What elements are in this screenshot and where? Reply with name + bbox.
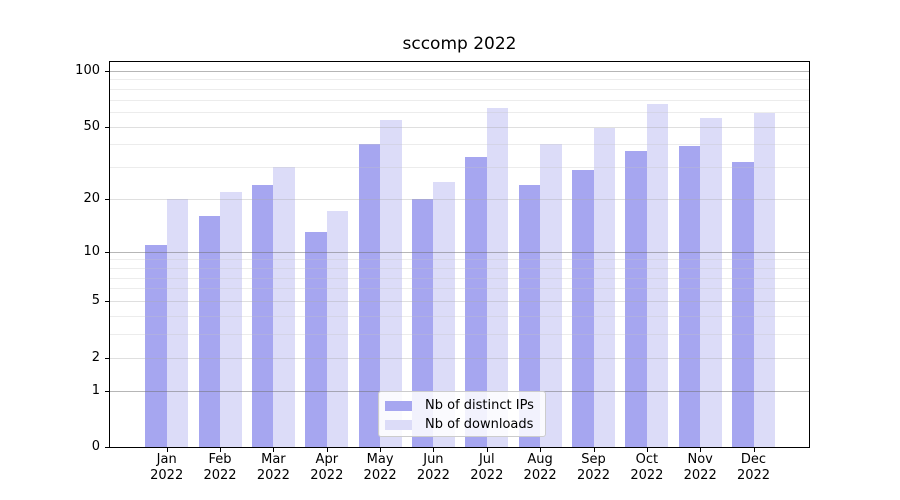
x-tick-mark-sep	[593, 448, 595, 452]
minor-gridline-4	[110, 315, 809, 317]
bar-jun-downloads	[433, 181, 455, 447]
legend-label-distinct-ips: Nb of distinct IPs	[425, 398, 534, 413]
y-tick-mark-20	[105, 198, 110, 200]
bar-apr-downloads	[326, 211, 349, 447]
x-tick-label-apr: Apr 2022	[310, 452, 344, 483]
y-tick-mark-100	[105, 70, 110, 72]
bar-oct-distinct-ips	[625, 150, 647, 447]
bar-apr-distinct-ips	[305, 231, 327, 447]
legend-label-downloads: Nb of downloads	[425, 417, 534, 432]
x-tick-mark-jun	[433, 448, 435, 452]
legend-swatch-distinct-ips	[385, 400, 412, 411]
bar-jan-downloads	[166, 198, 189, 447]
minor-gridline-60	[110, 112, 809, 113]
y-tick-mark-10	[105, 251, 110, 253]
y-tick-mark-0	[105, 447, 110, 448]
minor-gridline-6	[110, 288, 809, 290]
y-tick-label-10: 10	[83, 243, 100, 259]
bar-jun-distinct-ips	[411, 198, 434, 447]
bar-nov-downloads	[700, 117, 722, 447]
minor-gridline-80	[110, 88, 809, 90]
bar-mar-distinct-ips	[251, 184, 274, 447]
legend-row-downloads: Nb of downloads	[385, 415, 545, 434]
minor-gridline-30	[110, 167, 809, 169]
minor-gridline-3	[110, 334, 809, 335]
bar-dec-downloads	[753, 113, 776, 447]
bar-mar-downloads	[273, 167, 295, 447]
y-tick-label-5: 5	[91, 293, 100, 308]
x-tick-mark-apr	[326, 448, 328, 452]
minor-gridline-90	[110, 79, 809, 81]
chart-title: sccomp 2022	[402, 34, 517, 54]
legend-swatch-downloads	[385, 419, 412, 430]
y-tick-label-20: 20	[83, 190, 100, 206]
x-tick-label-feb: Feb 2022	[203, 452, 237, 483]
y-tick-label-0: 0	[91, 439, 100, 454]
bar-sep-distinct-ips	[572, 169, 594, 447]
minor-gridline-7	[110, 277, 809, 279]
y-tick-label-1: 1	[91, 382, 100, 398]
bar-nov-distinct-ips	[678, 146, 701, 447]
x-tick-label-jun: Jun 2022	[416, 452, 450, 483]
y-tick-mark-5	[105, 301, 110, 302]
bar-oct-downloads	[646, 104, 669, 447]
x-tick-mark-mar	[273, 448, 275, 452]
bar-jan-distinct-ips	[145, 244, 167, 447]
bar-sep-downloads	[593, 128, 615, 447]
y-tick-mark-50	[105, 126, 110, 128]
x-tick-mark-dec	[753, 448, 755, 452]
bar-feb-distinct-ips	[198, 216, 221, 447]
x-tick-mark-may	[380, 448, 382, 452]
bar-feb-downloads	[220, 191, 242, 447]
bar-may-distinct-ips	[358, 144, 381, 447]
light-gridline-50	[110, 126, 809, 128]
x-tick-label-jul: Jul 2022	[470, 452, 504, 483]
x-tick-label-oct: Oct 2022	[630, 452, 664, 483]
legend-row-distinct-ips: Nb of distinct IPs	[385, 396, 545, 415]
bar-aug-downloads	[540, 144, 562, 447]
legend: Nb of distinct IPs Nb of downloads	[378, 391, 546, 437]
x-tick-mark-jan	[166, 448, 168, 452]
x-tick-label-mar: Mar 2022	[256, 452, 290, 483]
bar-may-downloads	[380, 120, 402, 447]
minor-gridline-9	[110, 259, 809, 261]
minor-gridline-40	[110, 144, 809, 146]
x-tick-mark-jul	[486, 448, 488, 452]
x-tick-label-may: May 2022	[363, 452, 397, 483]
x-tick-label-aug: Aug 2022	[523, 452, 557, 483]
x-tick-label-dec: Dec 2022	[736, 452, 771, 483]
x-tick-label-nov: Nov 2022	[683, 452, 717, 483]
y-tick-mark-2	[105, 357, 110, 359]
bar-aug-distinct-ips	[518, 184, 541, 447]
y-tick-mark-1	[105, 390, 110, 392]
minor-gridline-70	[110, 99, 809, 101]
plot-area	[110, 62, 809, 447]
x-tick-mark-aug	[540, 448, 542, 452]
major-gridline-100	[110, 70, 809, 72]
x-tick-label-sep: Sep 2022	[576, 452, 611, 483]
minor-gridline-8	[110, 267, 809, 269]
x-tick-mark-nov	[700, 448, 702, 452]
bar-jul-distinct-ips	[465, 157, 487, 447]
bar-dec-distinct-ips	[732, 162, 754, 447]
x-tick-label-jan: Jan 2022	[150, 452, 184, 483]
y-tick-label-2: 2	[91, 349, 100, 365]
light-gridline-20	[110, 198, 809, 200]
y-tick-label-50: 50	[83, 118, 100, 134]
bar-jul-downloads	[486, 108, 509, 447]
x-tick-mark-feb	[220, 448, 221, 452]
light-gridline-5	[110, 301, 809, 302]
light-gridline-2	[110, 357, 809, 359]
major-gridline-10	[110, 251, 809, 253]
y-tick-label-100: 100	[75, 62, 100, 78]
x-tick-mark-oct	[646, 448, 648, 452]
